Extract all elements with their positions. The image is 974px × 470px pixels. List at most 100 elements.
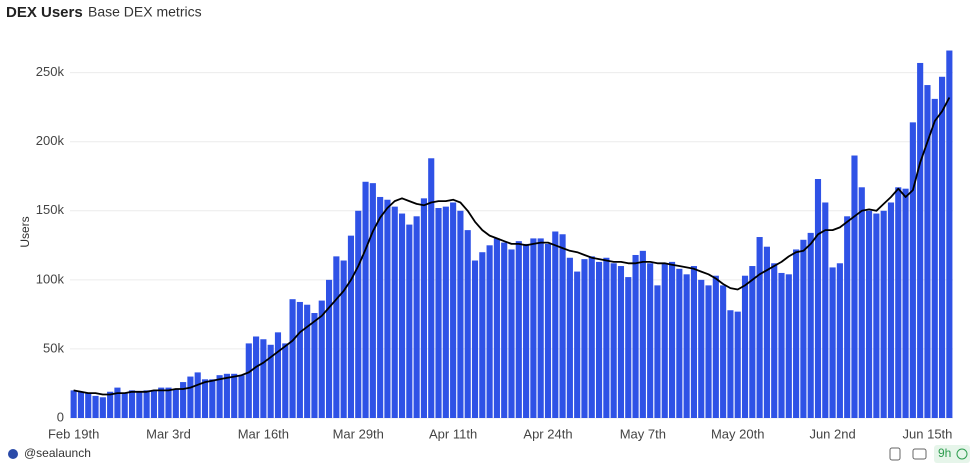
bar	[530, 238, 537, 418]
logo-icon	[8, 449, 18, 459]
footer-handle[interactable]: @sealaunch	[24, 446, 91, 460]
bar	[793, 249, 800, 418]
bar	[355, 210, 362, 418]
bar	[99, 397, 106, 418]
bar	[544, 243, 552, 418]
bar	[931, 98, 938, 418]
footer-icons	[889, 445, 970, 463]
bar	[486, 245, 493, 418]
bar	[814, 179, 822, 418]
bar	[187, 376, 194, 418]
bar	[785, 274, 792, 418]
bar	[844, 216, 851, 418]
bar	[661, 263, 668, 418]
bar	[70, 390, 77, 418]
bar	[457, 210, 464, 418]
x-tick-label: Apr 24th	[523, 426, 572, 441]
link-icon[interactable]	[889, 447, 901, 461]
bar	[596, 261, 603, 418]
bar	[223, 373, 230, 418]
bar	[442, 206, 449, 418]
bar	[866, 210, 873, 418]
bar	[479, 252, 486, 418]
bar	[398, 213, 406, 418]
bar	[756, 237, 763, 418]
bar	[581, 259, 588, 418]
x-tick-label: May 7th	[620, 426, 666, 441]
bar	[428, 158, 435, 418]
x-tick-label: May 20th	[711, 426, 764, 441]
bar	[690, 266, 698, 418]
x-tick-label: Mar 16th	[238, 426, 289, 441]
bar	[493, 238, 500, 418]
bar	[639, 250, 646, 418]
x-tick-label: Jun 15th	[903, 426, 953, 441]
bar	[85, 393, 92, 418]
bar	[333, 256, 340, 418]
bar	[515, 241, 522, 418]
y-tick-label: 250k	[36, 64, 65, 79]
bar	[654, 285, 661, 418]
bar	[683, 274, 690, 418]
bar	[267, 344, 274, 418]
bar	[238, 375, 245, 418]
bar	[180, 382, 187, 418]
bar	[851, 155, 858, 418]
moving-average-line	[73, 97, 951, 396]
bar	[406, 224, 413, 418]
bar	[698, 279, 705, 418]
bar	[304, 304, 311, 418]
y-tick-label: 200k	[36, 133, 65, 148]
bar	[282, 343, 289, 418]
bar	[924, 85, 931, 419]
bar	[289, 299, 296, 418]
chart-title: DEX Users	[6, 4, 83, 21]
bar	[909, 122, 916, 418]
bar	[114, 387, 121, 418]
bar	[150, 390, 157, 418]
bar	[377, 196, 384, 418]
bar	[231, 373, 238, 418]
bar	[705, 285, 712, 418]
y-tick-label: 150k	[36, 202, 65, 217]
bar	[501, 242, 508, 418]
bar	[420, 198, 427, 418]
bar	[734, 311, 741, 418]
bar	[384, 199, 391, 418]
bar	[450, 202, 457, 418]
x-tick-label: Apr 11th	[429, 426, 477, 441]
bar	[391, 206, 398, 418]
bar	[552, 231, 559, 418]
bar	[727, 310, 734, 418]
bar	[201, 379, 209, 418]
x-tick-label: Mar 3rd	[146, 426, 191, 441]
bar	[136, 391, 143, 418]
bar	[938, 76, 946, 418]
bar	[362, 181, 369, 418]
camera-icon[interactable]	[912, 448, 927, 460]
bar	[77, 391, 85, 418]
bar	[668, 261, 676, 418]
bar	[880, 210, 887, 418]
bar	[617, 266, 625, 418]
bar	[128, 390, 136, 418]
bar	[245, 343, 252, 418]
bar	[253, 336, 260, 418]
bar	[325, 279, 333, 418]
bar	[471, 260, 479, 418]
bar	[574, 271, 581, 418]
bar	[895, 187, 902, 418]
bar	[107, 391, 114, 418]
bar	[260, 339, 267, 418]
bar	[523, 243, 530, 418]
bar	[749, 266, 756, 418]
bar	[917, 62, 924, 418]
bar	[902, 188, 909, 418]
bar	[194, 372, 201, 418]
x-tick-label: Feb 19th	[48, 426, 99, 441]
bar	[625, 277, 632, 418]
bar	[946, 50, 953, 418]
bar	[340, 260, 347, 418]
chart-subtitle: Base DEX metrics	[88, 4, 202, 20]
